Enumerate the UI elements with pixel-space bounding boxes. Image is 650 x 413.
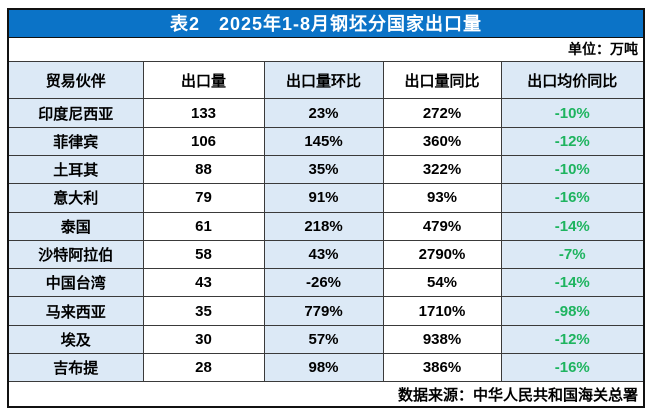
volume-mom-cell: -26% <box>263 268 384 298</box>
partner-cell: 吉布提 <box>7 352 144 383</box>
volume-cell: 79 <box>142 183 265 213</box>
volume-cell: 35 <box>142 296 265 326</box>
table-title-row: 表2 2025年1-8月钢坯分国家出口量 <box>7 8 645 38</box>
table-row: 泰国 61 218% 479% -14% <box>7 211 645 241</box>
table-row: 土耳其 88 35% 322% -10% <box>7 154 645 185</box>
volume-mom-cell: 35% <box>263 154 384 185</box>
column-header-volume-mom: 出口量环比 <box>263 61 384 100</box>
unit-row: 单位：万吨 <box>7 36 645 63</box>
volume-yoy-cell: 93% <box>382 183 502 213</box>
volume-mom-cell: 145% <box>263 126 384 156</box>
price-yoy-cell: -12% <box>500 324 645 354</box>
data-source-row: 数据来源：中华人民共和国海关总署 <box>7 381 645 408</box>
partner-cell: 沙特阿拉伯 <box>7 239 144 270</box>
volume-cell: 88 <box>142 154 265 185</box>
table-row: 中国台湾 43 -26% 54% -14% <box>7 268 645 298</box>
volume-yoy-cell: 2790% <box>382 239 502 270</box>
partner-cell: 印度尼西亚 <box>7 98 144 128</box>
price-yoy-cell: -10% <box>500 98 645 128</box>
partner-cell: 中国台湾 <box>7 268 144 298</box>
column-header-volume-yoy: 出口量同比 <box>382 61 502 100</box>
table-row: 菲律宾 106 145% 360% -12% <box>7 126 645 156</box>
volume-cell: 30 <box>142 324 265 354</box>
price-yoy-cell: -14% <box>500 211 645 241</box>
column-header-price-yoy: 出口均价同比 <box>500 61 645 100</box>
volume-yoy-cell: 386% <box>382 352 502 383</box>
volume-cell: 61 <box>142 211 265 241</box>
price-yoy-cell: -7% <box>500 239 645 270</box>
price-yoy-cell: -10% <box>500 154 645 185</box>
volume-yoy-cell: 938% <box>382 324 502 354</box>
table-row: 马来西亚 35 779% 1710% -98% <box>7 296 645 326</box>
volume-yoy-cell: 54% <box>382 268 502 298</box>
price-yoy-cell: -98% <box>500 296 645 326</box>
partner-cell: 土耳其 <box>7 154 144 185</box>
volume-yoy-cell: 272% <box>382 98 502 128</box>
partner-cell: 马来西亚 <box>7 296 144 326</box>
volume-cell: 106 <box>142 126 265 156</box>
table-row: 意大利 79 91% 93% -16% <box>7 183 645 213</box>
volume-yoy-cell: 1710% <box>382 296 502 326</box>
column-header-partner: 贸易伙伴 <box>7 61 144 100</box>
price-yoy-cell: -12% <box>500 126 645 156</box>
export-table: 表2 2025年1-8月钢坯分国家出口量 单位：万吨 贸易伙伴 出口量 出口量环… <box>7 8 646 408</box>
volume-mom-cell: 43% <box>263 239 384 270</box>
volume-mom-cell: 779% <box>263 296 384 326</box>
volume-yoy-cell: 360% <box>382 126 502 156</box>
table-row: 沙特阿拉伯 58 43% 2790% -7% <box>7 239 645 270</box>
data-source-label: 数据来源：中华人民共和国海关总署 <box>7 381 645 408</box>
volume-mom-cell: 98% <box>263 352 384 383</box>
volume-cell: 58 <box>142 239 265 270</box>
partner-cell: 泰国 <box>7 211 144 241</box>
table-row: 吉布提 28 98% 386% -16% <box>7 352 645 383</box>
partner-cell: 意大利 <box>7 183 144 213</box>
table-row: 埃及 30 57% 938% -12% <box>7 324 645 354</box>
table-title: 表2 2025年1-8月钢坯分国家出口量 <box>7 8 645 38</box>
price-yoy-cell: -16% <box>500 183 645 213</box>
volume-yoy-cell: 322% <box>382 154 502 185</box>
volume-mom-cell: 23% <box>263 98 384 128</box>
partner-cell: 菲律宾 <box>7 126 144 156</box>
price-yoy-cell: -16% <box>500 352 645 383</box>
volume-mom-cell: 218% <box>263 211 384 241</box>
column-header-volume: 出口量 <box>142 61 265 100</box>
price-yoy-cell: -14% <box>500 268 645 298</box>
unit-label: 单位：万吨 <box>7 36 645 63</box>
volume-cell: 28 <box>142 352 265 383</box>
table-row: 印度尼西亚 133 23% 272% -10% <box>7 98 645 128</box>
partner-cell: 埃及 <box>7 324 144 354</box>
volume-yoy-cell: 479% <box>382 211 502 241</box>
volume-mom-cell: 91% <box>263 183 384 213</box>
volume-cell: 43 <box>142 268 265 298</box>
volume-cell: 133 <box>142 98 265 128</box>
volume-mom-cell: 57% <box>263 324 384 354</box>
table-header-row: 贸易伙伴 出口量 出口量环比 出口量同比 出口均价同比 <box>7 61 645 100</box>
